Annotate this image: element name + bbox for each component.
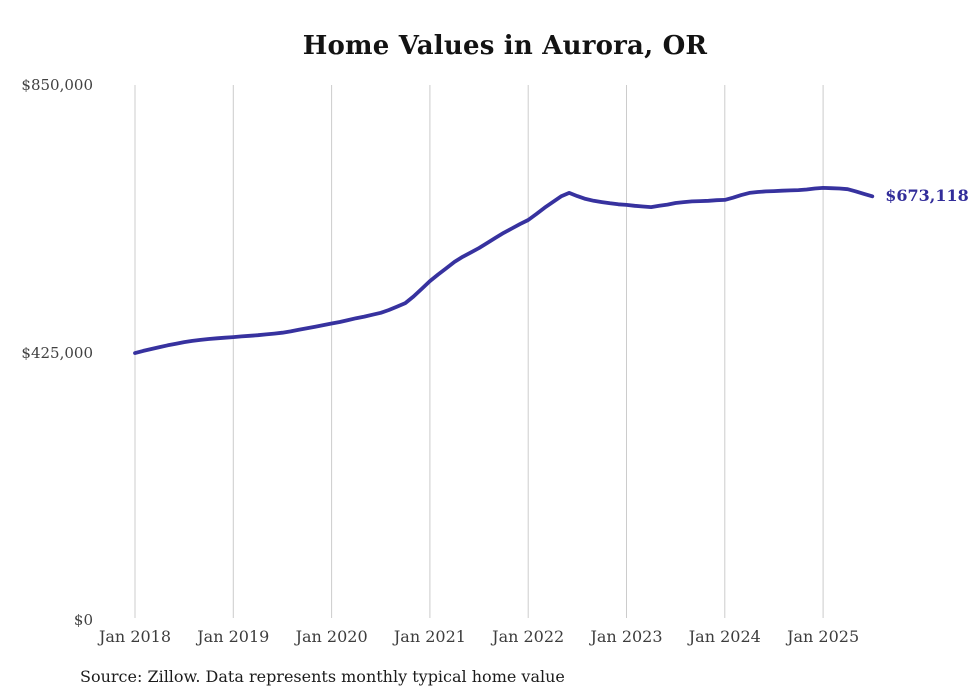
y-axis-tick: $425,000 [21,343,93,362]
x-axis-tick: Jan 2019 [197,627,270,646]
latest-value-label: $673,118 [885,186,969,206]
x-axis-tick: Jan 2022 [492,627,565,646]
x-axis-tick: Jan 2024 [688,627,761,646]
chart-title: Home Values in Aurora, OR [302,31,708,61]
y-axis-tick: $0 [73,611,93,629]
x-axis-tick: Jan 2018 [98,627,172,646]
home-value-line [133,185,875,356]
x-axis-tick: Jan 2020 [295,627,368,646]
source-note: Source: Zillow. Data represents monthly … [80,667,565,686]
x-axis-tick: Jan 2021 [393,627,466,646]
y-axis-tick: $850,000 [21,76,93,94]
x-axis-tick: Jan 2025 [787,627,860,646]
x-axis-tick: Jan 2023 [590,627,663,646]
